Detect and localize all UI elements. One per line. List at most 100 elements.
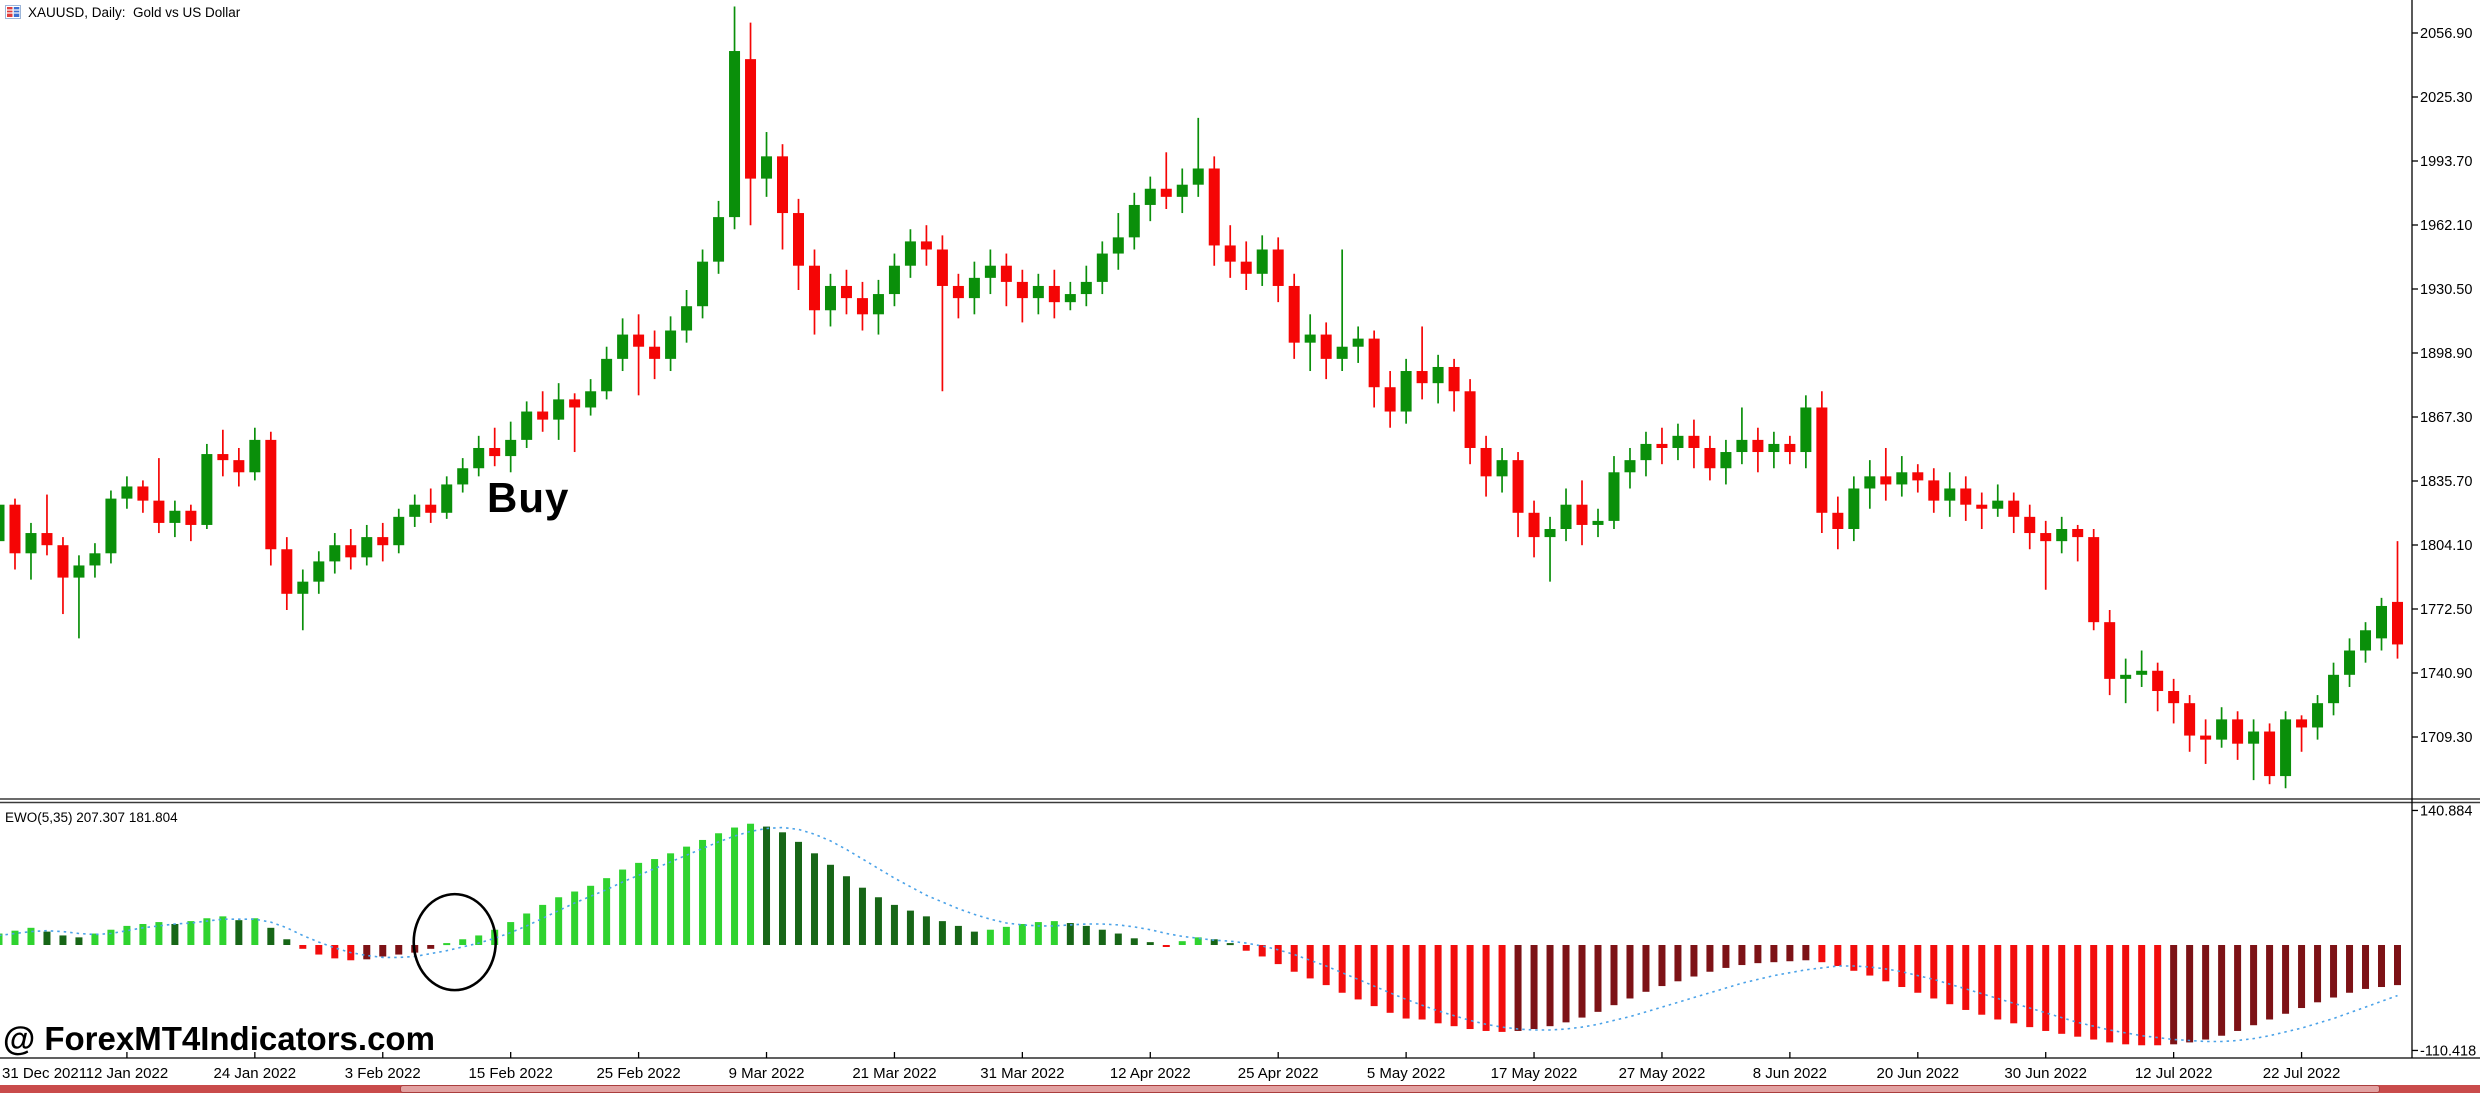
candle-body <box>121 486 133 499</box>
candle-body <box>1048 285 1060 303</box>
time-tick-label: 17 May 2022 <box>1491 1065 1578 1082</box>
candles-layer[interactable] <box>0 6 2403 789</box>
candle-body <box>185 510 197 525</box>
ewo-bar <box>1194 937 1202 945</box>
ewo-bar <box>1418 945 1426 1020</box>
candle-body <box>217 454 229 461</box>
ewo-bar <box>1002 926 1010 945</box>
ewo-bar <box>1882 945 1890 982</box>
candle-body <box>1736 439 1748 453</box>
candle-body <box>1512 460 1524 513</box>
ewo-bar <box>2378 945 2386 988</box>
candle-body <box>1080 281 1092 295</box>
candle-body <box>2056 528 2068 542</box>
ewo-bar <box>1962 945 1970 1010</box>
ewo-bar <box>2362 945 2370 989</box>
indicator-axis[interactable]: 140.884 -110.418 <box>2412 803 2476 1059</box>
candle-body <box>1128 204 1140 238</box>
ewo-bar <box>1738 945 1746 966</box>
ewo-bar <box>1994 945 2002 1020</box>
candle-body <box>57 545 69 578</box>
ewo-bar <box>2266 945 2274 1020</box>
candle-body <box>1672 435 1684 448</box>
price-tick-label: 1835.70 <box>2420 474 2472 490</box>
price-axis[interactable]: 2056.90 2025.30 1993.70 1962.10 1930.50 1898.… <box>2412 26 2472 746</box>
ewo-bar <box>2106 945 2114 1043</box>
ewo-bar <box>507 922 515 945</box>
ewo-bar <box>459 939 467 945</box>
candle-body <box>2216 719 2228 740</box>
ewo-bar <box>1930 945 1938 999</box>
time-tick-label: 15 Feb 2022 <box>469 1065 553 1082</box>
scrollbar-thumb[interactable] <box>400 1085 2380 1093</box>
candle-body <box>473 447 485 469</box>
ewo-bar <box>299 945 307 949</box>
candle-body <box>2024 516 2036 534</box>
ewo-bar <box>1082 925 1090 945</box>
ewo-bar <box>906 910 914 945</box>
ewo-bar <box>1338 945 1346 993</box>
candle-body <box>233 460 245 473</box>
ewo-bar <box>283 939 291 945</box>
candle-body <box>2120 674 2132 679</box>
ewo-bar <box>2138 945 2146 1046</box>
ewo-histogram-layer[interactable] <box>0 823 2401 1046</box>
candle-body <box>1704 447 1716 469</box>
candle-body <box>2168 691 2180 704</box>
ewo-bar <box>731 827 739 945</box>
circle-annotation <box>412 892 498 992</box>
candle-body <box>729 51 741 218</box>
ewo-bar <box>1770 945 1778 963</box>
candle-body <box>201 454 213 525</box>
ewo-bar <box>1354 945 1362 1000</box>
ewo-bar <box>331 945 339 959</box>
price-tick-label: 1930.50 <box>2420 282 2472 298</box>
candle-body <box>1624 460 1636 473</box>
candle-body <box>41 533 53 546</box>
candle-body <box>1544 528 1556 538</box>
ewo-bar <box>443 943 451 946</box>
ewo-bar <box>1274 945 1282 965</box>
ewo-bar <box>1098 929 1106 945</box>
candle-body <box>457 468 469 485</box>
ewo-bar <box>1162 945 1170 947</box>
candle-body <box>2344 650 2356 675</box>
ewo-bar <box>1306 945 1314 979</box>
ewo-bar <box>1578 945 1586 1018</box>
ewo-bar <box>2298 945 2306 1009</box>
ewo-bar <box>1370 945 1378 1007</box>
candle-body <box>681 306 693 331</box>
candle-body <box>553 399 565 420</box>
candle-body <box>1832 512 1844 529</box>
ewo-bar <box>874 897 882 945</box>
ewo-bar <box>1658 945 1666 987</box>
candle-body <box>2152 670 2164 692</box>
ewo-bar <box>379 945 387 957</box>
time-tick-label: 21 Mar 2022 <box>852 1065 936 1082</box>
candle-body <box>313 561 325 582</box>
time-tick-label: 8 Jun 2022 <box>1753 1065 1827 1082</box>
ewo-bar <box>1242 945 1250 951</box>
ewo-bar <box>1610 945 1618 1006</box>
ewo-bar <box>2010 945 2018 1024</box>
time-tick-label: 25 Feb 2022 <box>596 1065 680 1082</box>
ewo-bar <box>2026 945 2034 1028</box>
ewo-bar <box>555 897 563 945</box>
time-tick-label: 9 Mar 2022 <box>729 1065 805 1082</box>
ewo-bar <box>1850 945 1858 971</box>
ewo-bar <box>267 927 275 945</box>
candle-body <box>137 486 149 501</box>
ewo-bar <box>779 832 787 945</box>
candle-body <box>2248 731 2260 744</box>
ewo-bar <box>603 878 611 945</box>
ewo-bar <box>171 923 179 945</box>
ewo-bar <box>1898 945 1906 988</box>
ewo-bar <box>139 923 147 945</box>
horizontal-scrollbar[interactable] <box>0 1085 2480 1093</box>
ewo-bar <box>2314 945 2322 1003</box>
candle-body <box>1928 480 1940 501</box>
candle-body <box>345 545 357 558</box>
candle-body <box>2040 533 2052 542</box>
